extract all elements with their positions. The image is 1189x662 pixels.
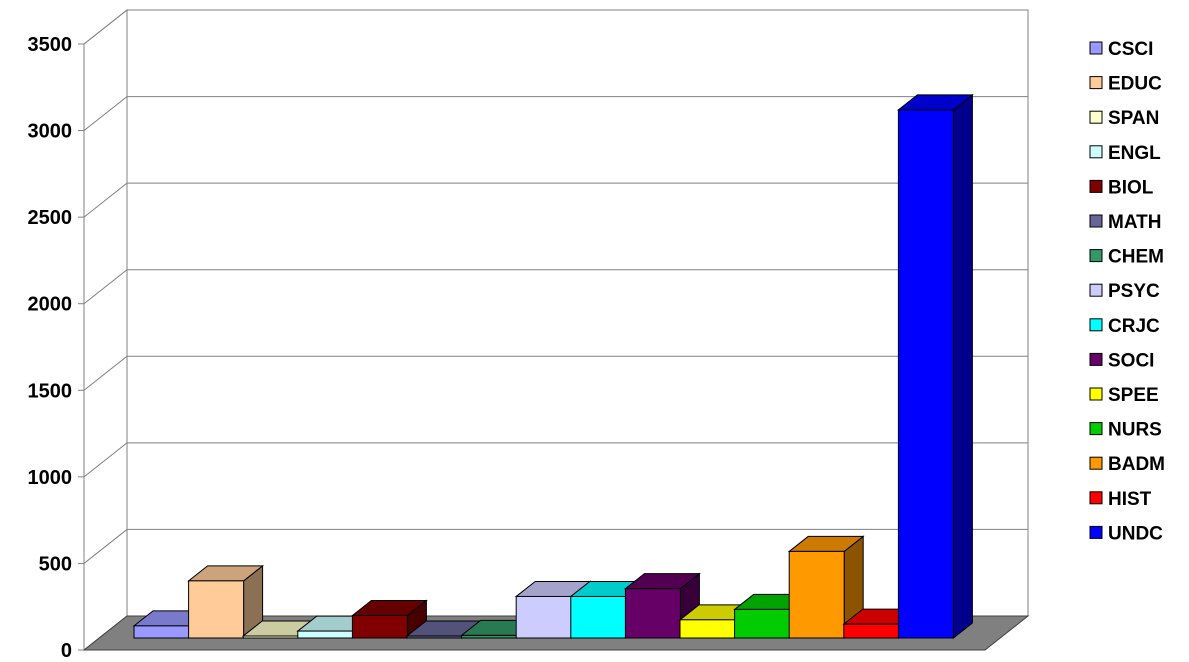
y-tick-label: 1000 bbox=[28, 467, 73, 489]
legend-item-math: MATH bbox=[1089, 212, 1161, 233]
legend-label: NURS bbox=[1108, 420, 1162, 441]
legend-swatch bbox=[1089, 179, 1103, 193]
bar-front bbox=[297, 630, 354, 639]
legend-swatch bbox=[1089, 145, 1103, 159]
legend-label: MATH bbox=[1108, 212, 1161, 233]
legend-swatch bbox=[1089, 283, 1103, 297]
gridline bbox=[83, 355, 1028, 391]
legend-label: PSYC bbox=[1108, 281, 1160, 302]
bar-front bbox=[188, 580, 245, 639]
legend-item-undc: UNDC bbox=[1089, 523, 1163, 544]
y-tick-label: 2000 bbox=[28, 294, 73, 316]
side-wall bbox=[83, 8, 128, 652]
legend-label: BIOL bbox=[1108, 177, 1154, 198]
bar-front bbox=[351, 614, 408, 639]
legend-swatch bbox=[1089, 318, 1103, 332]
legend-item-biol: BIOL bbox=[1089, 177, 1154, 198]
y-tick-label: 1500 bbox=[28, 380, 73, 402]
legend-item-chem: CHEM bbox=[1089, 247, 1164, 268]
plot-walls bbox=[83, 8, 1029, 652]
legend-item-soci: SOCI bbox=[1089, 350, 1154, 371]
bar-front bbox=[897, 109, 954, 639]
legend-swatch bbox=[1089, 110, 1103, 124]
back-wall bbox=[126, 9, 1029, 617]
legend-swatch bbox=[1089, 352, 1103, 366]
bar-undc bbox=[896, 93, 974, 640]
legend-swatch bbox=[1089, 525, 1103, 539]
gridline bbox=[83, 96, 1028, 131]
legend-item-badm: BADM bbox=[1089, 454, 1165, 475]
bar-front bbox=[515, 595, 572, 639]
bar-front bbox=[843, 623, 900, 639]
bar-side bbox=[952, 93, 973, 640]
bar-front bbox=[624, 588, 681, 639]
y-tick-label: 0 bbox=[61, 640, 72, 662]
gridlines bbox=[83, 9, 1028, 564]
gridline bbox=[83, 442, 1028, 478]
y-tick-label: 3500 bbox=[28, 34, 73, 56]
legend-label: CRJC bbox=[1108, 316, 1160, 337]
legend-swatch bbox=[1089, 76, 1103, 90]
gridline bbox=[83, 269, 1028, 305]
bar-front bbox=[406, 635, 463, 639]
bar-front bbox=[242, 635, 299, 639]
bars bbox=[132, 93, 974, 640]
bar-biol bbox=[350, 599, 428, 640]
legend-item-psyc: PSYC bbox=[1089, 281, 1160, 302]
bar-educ bbox=[187, 564, 265, 640]
legend-swatch bbox=[1089, 491, 1103, 505]
legend-label: SPEE bbox=[1108, 385, 1159, 406]
legend-item-span: SPAN bbox=[1089, 108, 1159, 129]
bar-front bbox=[570, 595, 627, 639]
legend-label: HIST bbox=[1108, 489, 1152, 510]
legend-swatch bbox=[1089, 387, 1103, 401]
legend-swatch bbox=[1089, 456, 1103, 470]
bar-front bbox=[461, 634, 518, 639]
legend-label: CSCI bbox=[1108, 39, 1153, 60]
legend-label: BADM bbox=[1108, 454, 1165, 475]
bar-front bbox=[133, 625, 190, 639]
legend-item-crjc: CRJC bbox=[1089, 316, 1160, 337]
legend-item-engl: ENGL bbox=[1089, 143, 1161, 164]
legend-item-csci: CSCI bbox=[1089, 39, 1153, 60]
legend-swatch bbox=[1089, 214, 1103, 228]
y-axis-ticks: 0 500 1000 1500 2000 2500 3000 3500 bbox=[28, 34, 84, 662]
legend-label: SOCI bbox=[1108, 350, 1154, 371]
gridline bbox=[83, 182, 1028, 218]
legend-item-nurs: NURS bbox=[1089, 420, 1162, 441]
gridline bbox=[83, 9, 1028, 45]
legend-item-spee: SPEE bbox=[1089, 385, 1159, 406]
legend-label: ENGL bbox=[1108, 143, 1161, 164]
y-tick-label: 500 bbox=[39, 553, 72, 575]
legend-item-educ: EDUC bbox=[1089, 74, 1162, 95]
legend: CSCI EDUC SPAN ENGL BIOL MATH CHEM PSYC CRJC SOCI… bbox=[1089, 39, 1165, 544]
legend-label: CHEM bbox=[1108, 247, 1164, 268]
legend-label: EDUC bbox=[1108, 74, 1162, 95]
legend-swatch bbox=[1089, 422, 1103, 436]
y-tick-label: 3000 bbox=[28, 121, 73, 143]
legend-item-hist: HIST bbox=[1089, 489, 1152, 510]
bar-front bbox=[679, 619, 736, 639]
legend-swatch bbox=[1089, 249, 1103, 263]
bar-front bbox=[734, 608, 791, 639]
legend-label: SPAN bbox=[1108, 108, 1159, 129]
gridline bbox=[83, 528, 1028, 564]
y-tick-label: 2500 bbox=[28, 207, 73, 229]
legend-label: UNDC bbox=[1108, 523, 1163, 544]
bar-front bbox=[788, 550, 845, 639]
legend-swatch bbox=[1089, 41, 1103, 55]
